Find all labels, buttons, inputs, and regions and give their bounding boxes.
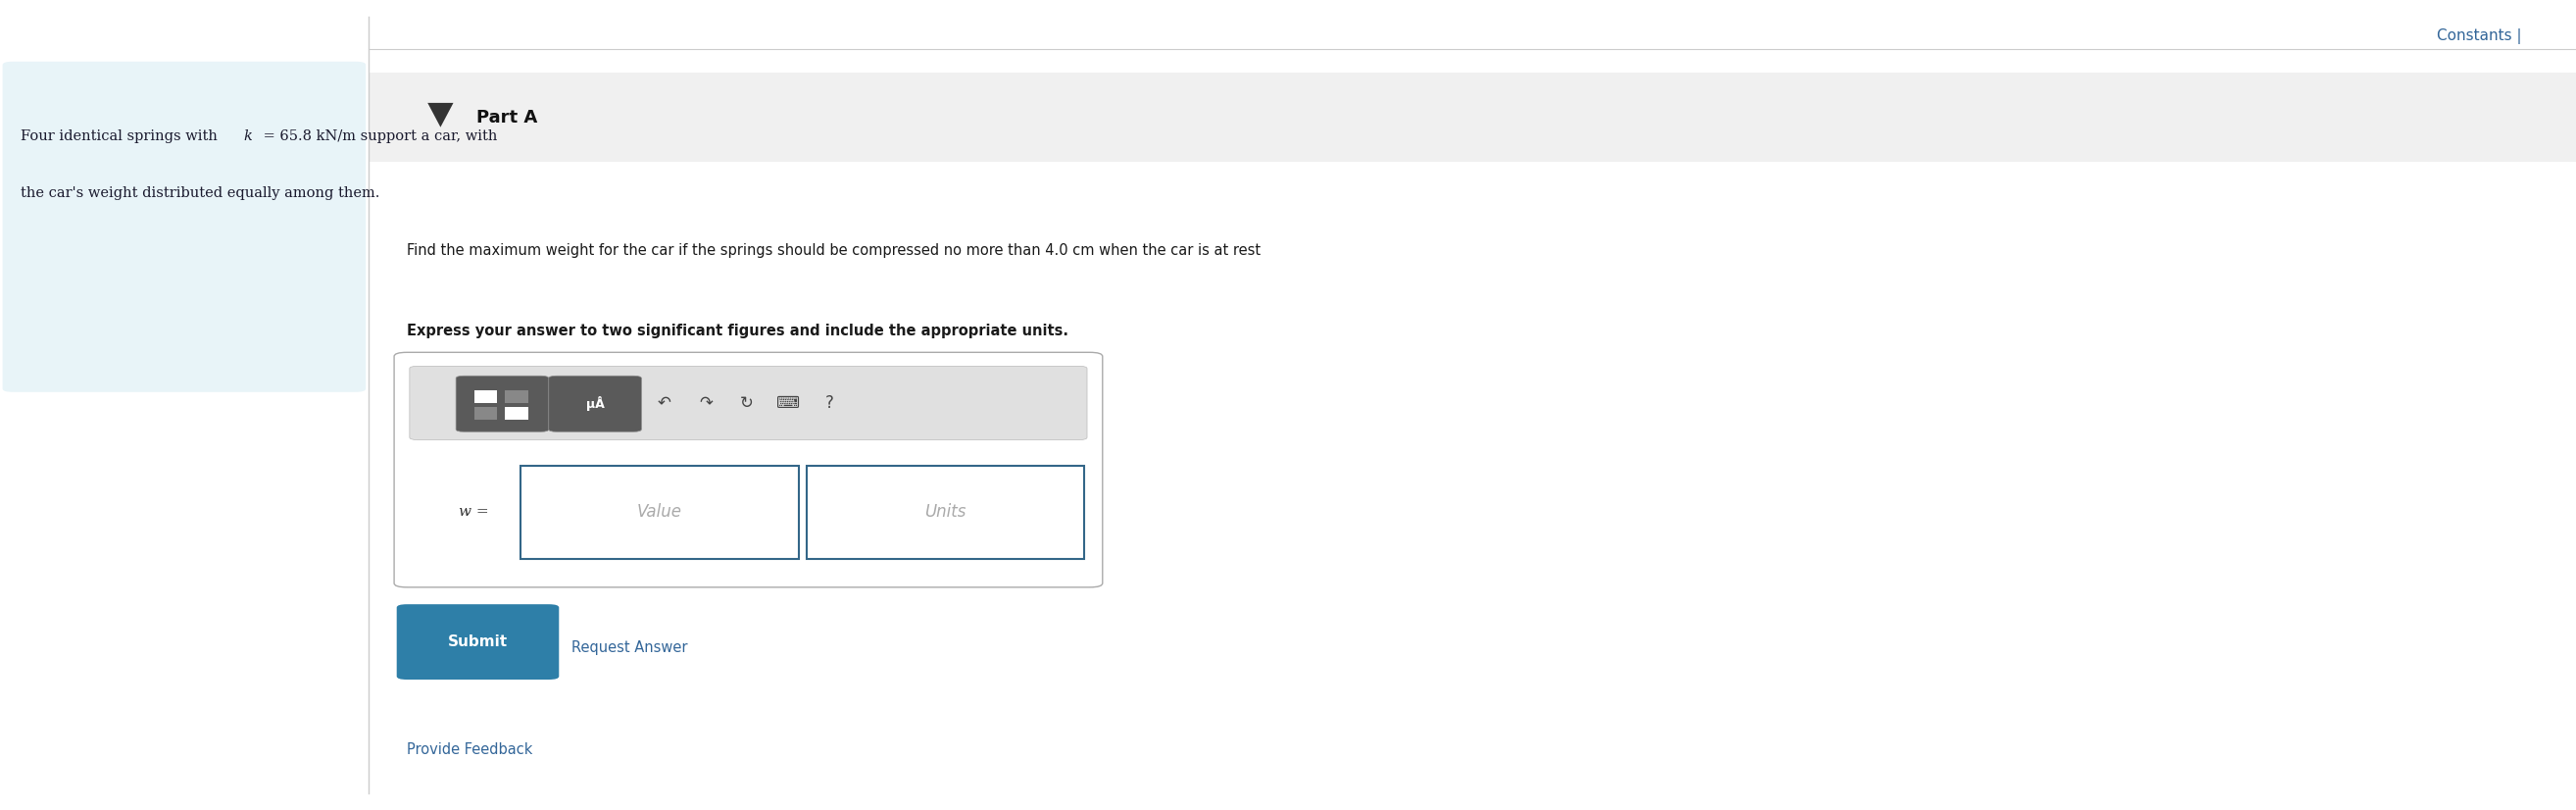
Text: = 65.8 kN/m support a car, with: = 65.8 kN/m support a car, with — [258, 130, 497, 143]
Text: Submit: Submit — [448, 634, 507, 650]
FancyBboxPatch shape — [368, 73, 2576, 162]
Text: ⌨: ⌨ — [775, 394, 801, 411]
FancyBboxPatch shape — [549, 376, 641, 432]
Text: w =: w = — [459, 505, 489, 519]
Text: μÅ: μÅ — [585, 396, 605, 411]
Text: Request Answer: Request Answer — [572, 641, 688, 655]
Text: Constants |: Constants | — [2437, 28, 2522, 44]
Text: Express your answer to two significant figures and include the appropriate units: Express your answer to two significant f… — [407, 324, 1069, 339]
Text: ↷: ↷ — [698, 394, 714, 411]
Text: ↻: ↻ — [739, 394, 755, 411]
FancyBboxPatch shape — [505, 407, 528, 420]
FancyBboxPatch shape — [410, 366, 1087, 440]
Text: Provide Feedback: Provide Feedback — [407, 742, 533, 757]
FancyBboxPatch shape — [397, 604, 559, 680]
FancyBboxPatch shape — [520, 466, 799, 559]
Text: Value: Value — [636, 504, 683, 521]
FancyBboxPatch shape — [505, 390, 528, 403]
FancyBboxPatch shape — [474, 407, 497, 420]
FancyBboxPatch shape — [806, 466, 1084, 559]
FancyBboxPatch shape — [456, 376, 549, 432]
Polygon shape — [428, 103, 453, 127]
Text: k: k — [242, 130, 252, 143]
Text: ↶: ↶ — [657, 394, 672, 411]
Text: the car's weight distributed equally among them.: the car's weight distributed equally amo… — [21, 186, 379, 200]
Text: Find the maximum weight for the car if the springs should be compressed no more : Find the maximum weight for the car if t… — [407, 243, 1260, 258]
FancyBboxPatch shape — [394, 352, 1103, 587]
FancyBboxPatch shape — [3, 62, 366, 392]
Text: Units: Units — [925, 504, 966, 521]
Text: ?: ? — [824, 394, 835, 411]
FancyBboxPatch shape — [474, 390, 497, 403]
Text: Part A: Part A — [477, 109, 538, 126]
Text: Four identical springs with: Four identical springs with — [21, 130, 222, 143]
